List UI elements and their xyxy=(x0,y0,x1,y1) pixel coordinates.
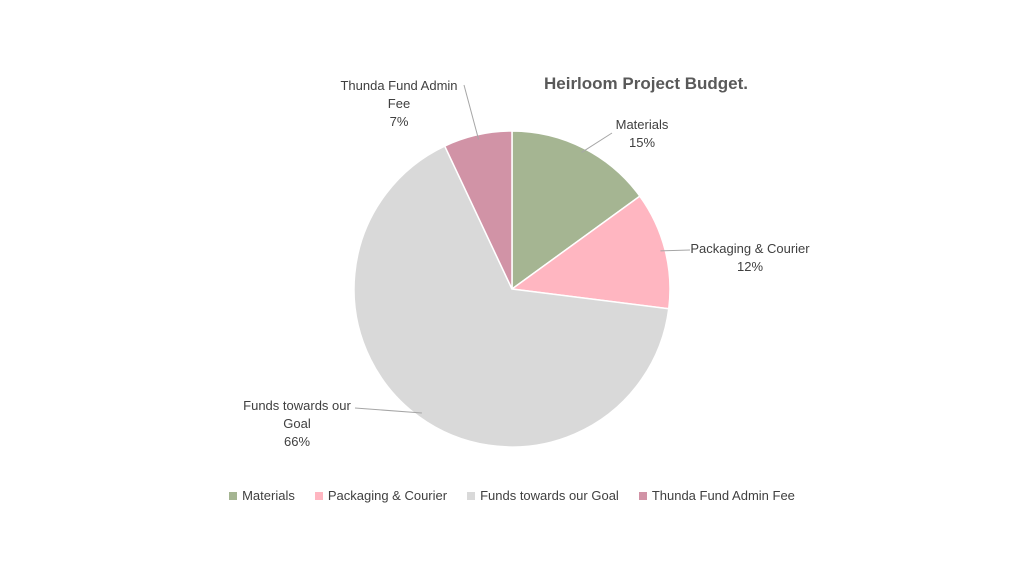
legend-label: Materials xyxy=(242,488,295,503)
label-category: Thunda Fund Admin Fee xyxy=(340,78,458,111)
legend: Materials Packaging & Courier Funds toward… xyxy=(0,488,1024,503)
leader-line xyxy=(354,407,422,414)
pie-slice xyxy=(510,195,671,310)
legend-label: Thunda Fund Admin Fee xyxy=(651,488,795,503)
pie-slice xyxy=(511,130,641,291)
label-category: Materials xyxy=(615,117,669,132)
legend-item: Materials xyxy=(229,488,295,503)
legend-label: Funds towards our Goal xyxy=(480,488,619,503)
label-value: 12% xyxy=(736,259,764,274)
legend-item: Packaging & Courier xyxy=(314,488,448,503)
data-label: Packaging & Courier 12% xyxy=(680,240,820,276)
data-label: Materials 15% xyxy=(582,116,702,152)
legend-swatch xyxy=(314,491,323,500)
legend-item: Funds towards our Goal xyxy=(467,488,619,503)
legend-swatch xyxy=(229,491,238,500)
label-category: Funds towards our Goal xyxy=(243,398,351,431)
label-category: Packaging & Courier xyxy=(690,241,810,256)
legend-item: Thunda Fund Admin Fee xyxy=(638,488,795,503)
legend-swatch xyxy=(638,491,647,500)
leader-line xyxy=(660,249,691,252)
leader-line xyxy=(463,84,480,140)
legend-label: Packaging & Courier xyxy=(327,488,448,503)
legend-swatch xyxy=(467,491,476,500)
pie-slice xyxy=(353,145,670,448)
label-value: 7% xyxy=(389,114,409,129)
label-value: 15% xyxy=(628,135,656,150)
data-label: Thunda Fund Admin Fee 7% xyxy=(334,77,464,131)
leader-line xyxy=(581,132,613,153)
chart-title: Heirloom Project Budget. xyxy=(543,74,749,93)
label-value: 66% xyxy=(283,434,311,449)
data-label: Funds towards our Goal 66% xyxy=(235,397,360,451)
